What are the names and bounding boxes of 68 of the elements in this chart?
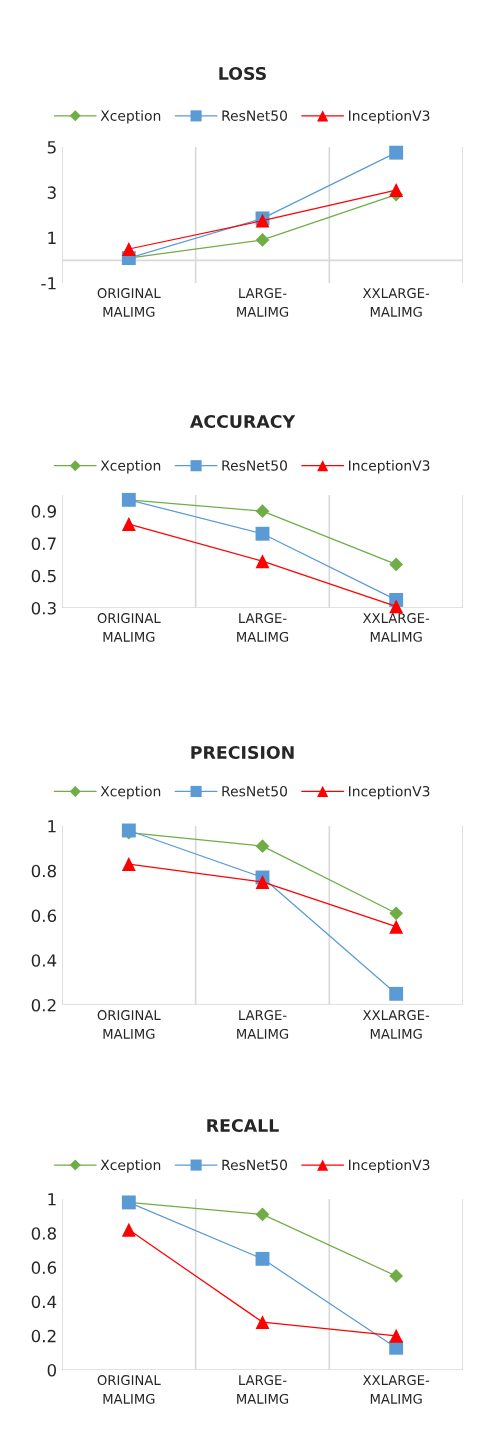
x-tick-label: ORIGINAL MALIMG	[97, 613, 161, 642]
y-tick-label: 0.8	[31, 1227, 56, 1240]
y-tick-label: 0.9	[31, 505, 56, 518]
point	[255, 526, 270, 541]
point	[389, 906, 404, 921]
x-tick-label: LARGE- MALIMG	[237, 288, 289, 317]
y-tick-label: 0.8	[31, 864, 56, 878]
legend-label: Xception	[100, 110, 161, 124]
legend-label: ResNet50	[222, 1159, 288, 1171]
point	[389, 599, 404, 614]
point	[389, 183, 404, 198]
x-tick-label: ORIGINAL MALIMG	[97, 1375, 161, 1404]
point	[255, 874, 270, 889]
legend-label: Xception	[100, 1159, 161, 1173]
point	[389, 1269, 404, 1283]
x-tick-label: LARGE- MALIMG	[237, 613, 289, 642]
chart-title: ACCURACY	[190, 414, 296, 429]
point	[255, 1315, 270, 1330]
point	[121, 517, 136, 531]
y-tick-label: 0.3	[31, 601, 56, 615]
point	[255, 233, 270, 247]
point	[255, 1251, 270, 1266]
y-tick-label: 0.2	[31, 1329, 56, 1343]
y-tick-label: 0.7	[31, 537, 56, 550]
legend-label: ResNet50	[222, 460, 288, 471]
y-tick-label: 0.4	[31, 954, 57, 967]
y-tick-label: 0.6	[31, 909, 57, 923]
y-tick-label: 0.6	[31, 1261, 57, 1274]
chart-title: LOSS	[219, 66, 266, 81]
point	[255, 839, 270, 854]
x-tick-label: ORIGINAL MALIMG	[97, 288, 161, 317]
x-tick-label: XXLARGE- MALIMG	[362, 1010, 430, 1039]
x-tick-label: LARGE- MALIMG	[237, 1010, 289, 1039]
legend-label: InceptionV3	[349, 460, 430, 474]
point	[389, 145, 404, 160]
legend-label: InceptionV3	[349, 785, 430, 800]
y-tick-label: 1	[48, 820, 56, 833]
legend-label: ResNet50	[222, 110, 288, 121]
y-tick-label: 0	[47, 1363, 57, 1377]
point	[389, 986, 404, 1001]
point	[389, 919, 404, 934]
legend-label: Xception	[100, 785, 161, 800]
legend-label: InceptionV3	[349, 1159, 430, 1173]
y-tick-label: 1	[48, 231, 56, 244]
y-tick-label: 0.4	[31, 1295, 57, 1309]
x-tick-label: XXLARGE- MALIMG	[362, 1375, 430, 1404]
x-tick-label: LARGE- MALIMG	[237, 1375, 289, 1404]
legend-label: Xception	[100, 460, 161, 474]
x-tick-label: ORIGINAL MALIMG	[97, 1010, 161, 1039]
y-tick-label: 0.2	[31, 998, 56, 1012]
point	[255, 554, 270, 569]
point	[389, 557, 404, 572]
point	[121, 242, 136, 256]
y-tick-label: 3	[47, 186, 56, 199]
point	[121, 857, 136, 871]
y-tick-label: 5	[47, 141, 56, 154]
legend-label: InceptionV3	[349, 110, 430, 124]
x-tick-label: XXLARGE- MALIMG	[362, 288, 430, 317]
y-tick-label: 1	[48, 1193, 56, 1206]
point	[389, 1328, 404, 1343]
point	[121, 1222, 136, 1237]
x-tick-label: XXLARGE- MALIMG	[362, 613, 430, 642]
y-tick-label: -1	[41, 277, 56, 290]
y-tick-label: 0.5	[31, 569, 56, 583]
legend-label: ResNet50	[222, 785, 288, 797]
point	[255, 504, 270, 519]
chart-title: RECALL	[207, 1118, 279, 1133]
chart-title: PRECISION	[191, 745, 294, 760]
